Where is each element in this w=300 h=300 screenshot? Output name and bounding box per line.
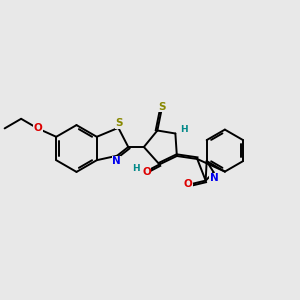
Text: N: N bbox=[112, 156, 121, 166]
Text: N: N bbox=[210, 173, 219, 183]
Text: O: O bbox=[183, 179, 192, 189]
Text: S: S bbox=[116, 118, 123, 128]
Text: H: H bbox=[132, 164, 139, 172]
Text: S: S bbox=[158, 101, 166, 112]
Text: H: H bbox=[180, 125, 188, 134]
Text: O: O bbox=[142, 167, 151, 177]
Text: O: O bbox=[33, 123, 42, 134]
